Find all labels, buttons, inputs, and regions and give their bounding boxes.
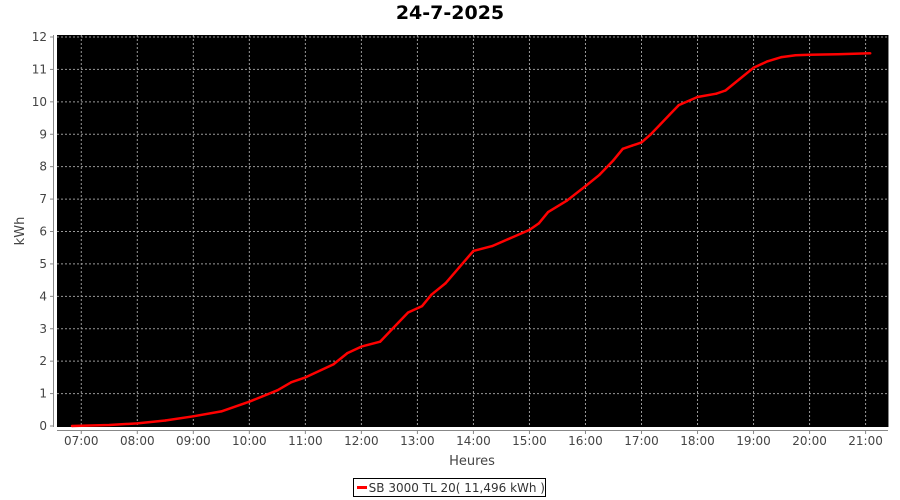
x-tick-label: 07:00 xyxy=(64,434,99,448)
data-point xyxy=(537,222,540,225)
data-point xyxy=(304,376,307,379)
x-tick-label: 12:00 xyxy=(344,434,379,448)
data-point xyxy=(724,89,727,92)
data-point xyxy=(332,363,335,366)
data-point xyxy=(276,389,279,392)
y-tick-label: 4 xyxy=(39,289,47,303)
data-point xyxy=(677,103,681,107)
y-tick-label: 3 xyxy=(39,322,47,336)
y-tick-label: 8 xyxy=(39,160,47,174)
data-point xyxy=(869,52,872,55)
y-tick-label: 9 xyxy=(39,127,47,141)
data-point xyxy=(598,173,601,176)
x-tick-label: 10:00 xyxy=(232,434,267,448)
x-tick-label: 21:00 xyxy=(848,434,883,448)
series-line xyxy=(71,52,871,428)
chart-title: 24-7-2025 xyxy=(395,2,505,24)
data-point xyxy=(397,321,400,324)
data-point xyxy=(192,415,195,418)
data-point xyxy=(108,423,111,427)
y-tick-label: 2 xyxy=(39,354,47,368)
data-point xyxy=(766,60,769,63)
data-point xyxy=(444,282,447,285)
data-point xyxy=(136,422,139,425)
y-tick-label: 7 xyxy=(39,192,47,206)
data-point xyxy=(430,293,433,296)
data-point xyxy=(406,311,410,314)
data-point xyxy=(621,147,625,151)
data-point xyxy=(565,199,569,202)
x-tick-label: 15:00 xyxy=(512,434,547,448)
x-tick-label: 19:00 xyxy=(736,434,771,448)
data-point xyxy=(458,265,461,269)
x-tick-label: 09:00 xyxy=(176,434,211,448)
data-point xyxy=(248,400,251,403)
y-tick-label: 10 xyxy=(32,95,47,109)
data-point xyxy=(649,133,653,136)
y-tick-label: 5 xyxy=(39,257,47,271)
x-tick-label: 08:00 xyxy=(120,434,155,448)
x-tick-label: 13:00 xyxy=(400,434,435,448)
data-point xyxy=(668,113,671,117)
y-axis-label: kWh xyxy=(13,217,28,246)
data-point xyxy=(360,345,363,348)
data-point xyxy=(378,340,382,343)
data-point xyxy=(794,53,797,57)
legend-label: SB 3000 TL 20( 11,496 kWh ) xyxy=(368,480,545,495)
x-tick-label: 11:00 xyxy=(288,434,323,448)
data-point xyxy=(220,410,223,413)
x-axis-label: Heures xyxy=(449,454,495,469)
data-point xyxy=(290,381,293,384)
data-point xyxy=(420,304,424,308)
data-point xyxy=(630,144,634,147)
data-point xyxy=(714,92,718,95)
x-tick-label: 16:00 xyxy=(568,434,603,448)
data-point xyxy=(808,53,811,57)
x-tick-label: 20:00 xyxy=(792,434,827,448)
x-tick-label: 17:00 xyxy=(624,434,659,448)
data-point xyxy=(612,158,615,162)
data-point xyxy=(70,424,74,428)
data-point xyxy=(658,123,662,126)
data-point xyxy=(584,184,587,188)
data-point xyxy=(346,351,349,355)
data-point xyxy=(696,95,699,99)
data-point xyxy=(528,228,531,232)
data-point xyxy=(509,236,512,240)
legend-swatch xyxy=(357,486,367,489)
y-tick-label: 1 xyxy=(39,387,47,401)
data-point xyxy=(546,210,550,214)
y-tick-label: 11 xyxy=(32,62,47,76)
data-point xyxy=(738,77,741,81)
legend: SB 3000 TL 20( 11,496 kWh ) xyxy=(353,478,546,497)
x-tick-label: 18:00 xyxy=(680,434,715,448)
y-tick-label: 0 xyxy=(39,419,47,433)
data-point xyxy=(164,419,167,422)
data-point xyxy=(836,52,839,56)
data-point xyxy=(640,141,643,144)
data-point xyxy=(490,244,494,248)
x-tick-label: 14:00 xyxy=(456,434,491,448)
y-tick-label: 6 xyxy=(39,225,47,239)
y-tick-label: 12 xyxy=(32,30,47,44)
data-point xyxy=(472,249,475,253)
data-point xyxy=(780,55,783,59)
data-point xyxy=(752,66,755,69)
